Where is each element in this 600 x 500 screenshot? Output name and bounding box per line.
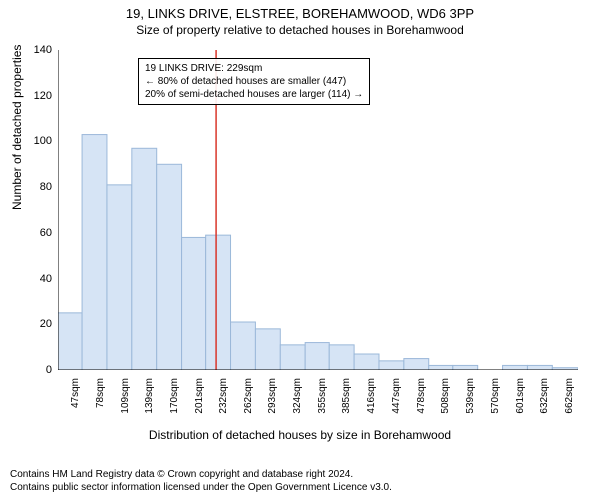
x-tick-label: 262sqm	[243, 378, 254, 418]
copyright-line1: Contains HM Land Registry data © Crown c…	[10, 468, 392, 481]
y-axis-label: Number of detached properties	[10, 45, 24, 210]
y-tick-label: 60	[40, 227, 52, 239]
x-tick-label: 355sqm	[317, 378, 328, 418]
annotation-line2: ← 80% of detached houses are smaller (44…	[145, 75, 363, 88]
x-tick-label: 385sqm	[341, 378, 352, 418]
x-tick-label: 539sqm	[465, 378, 476, 418]
x-tick-label: 324sqm	[292, 378, 303, 418]
x-tick-label: 662sqm	[564, 378, 575, 418]
x-tick-label: 508sqm	[440, 378, 451, 418]
x-tick-label: 47sqm	[70, 378, 81, 418]
annotation-line3: 20% of semi-detached houses are larger (…	[145, 88, 363, 101]
x-tick-label: 139sqm	[144, 378, 155, 418]
copyright-line2: Contains public sector information licen…	[10, 481, 392, 494]
chart-title-main: 19, LINKS DRIVE, ELSTREE, BOREHAMWOOD, W…	[0, 0, 600, 21]
x-tick-label: 78sqm	[95, 378, 106, 418]
chart-title-sub: Size of property relative to detached ho…	[0, 21, 600, 37]
x-tick-label: 232sqm	[218, 378, 229, 418]
chart-area: 19 LINKS DRIVE: 229sqm ← 80% of detached…	[58, 50, 578, 370]
y-tick-label: 120	[34, 90, 52, 102]
x-tick-label: 478sqm	[416, 378, 427, 418]
x-tick-label: 170sqm	[169, 378, 180, 418]
x-tick-label: 447sqm	[391, 378, 402, 418]
y-tick-label: 0	[46, 364, 52, 376]
y-tick-label: 40	[40, 273, 52, 285]
x-tick-label: 293sqm	[267, 378, 278, 418]
x-tick-label: 570sqm	[490, 378, 501, 418]
annotation-line1: 19 LINKS DRIVE: 229sqm	[145, 62, 363, 75]
x-axis-label: Distribution of detached houses by size …	[0, 428, 600, 442]
x-tick-label: 416sqm	[366, 378, 377, 418]
y-tick-label: 100	[34, 135, 52, 147]
x-tick-label: 201sqm	[194, 378, 205, 418]
x-tick-label: 601sqm	[515, 378, 526, 418]
annotation-box: 19 LINKS DRIVE: 229sqm ← 80% of detached…	[138, 58, 370, 105]
y-tick-label: 140	[34, 44, 52, 56]
y-tick-label: 20	[40, 318, 52, 330]
copyright-block: Contains HM Land Registry data © Crown c…	[10, 468, 392, 494]
y-tick-label: 80	[40, 181, 52, 193]
x-tick-label: 632sqm	[539, 378, 550, 418]
x-tick-label: 109sqm	[120, 378, 131, 418]
